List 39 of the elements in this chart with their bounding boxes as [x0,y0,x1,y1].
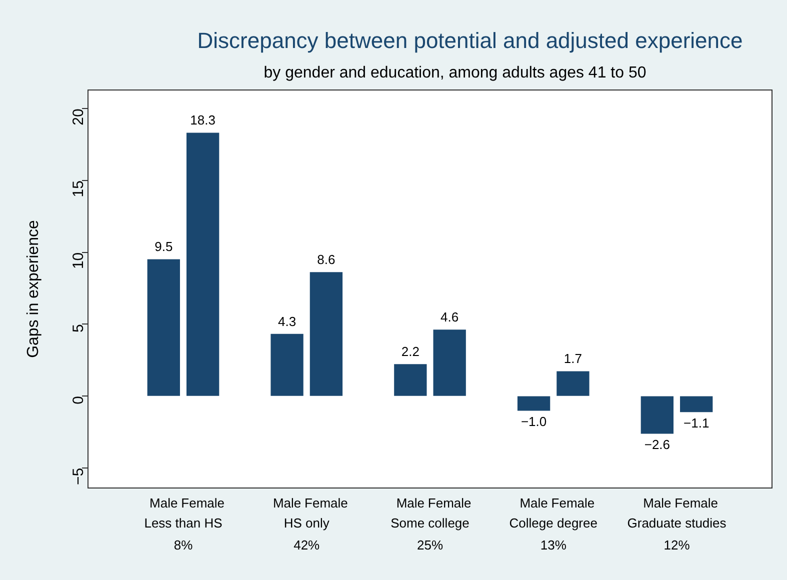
text: Graduate studies [627,516,727,531]
y-tick-label: 20 [70,108,88,126]
x-tick-label: Male [643,496,672,511]
x-tick-label: Female [181,496,224,511]
data-label: 18.3 [190,112,216,128]
x-tick-label: Male [520,496,548,511]
chart-subtitle: by gender and education, among adults ages 41 to 50 [264,64,646,82]
data-label: 9.5 [154,239,173,254]
y-tick-label: 0 [70,396,88,404]
text: 42% [294,538,320,553]
x-tick-label: Female [304,496,348,511]
data-label: 1.7 [564,351,582,366]
chart-title: Discrepancy between potential and adjusted experience [197,28,743,54]
text: Less than HS [144,516,223,531]
x-tick-label: Female [428,496,472,511]
text: 25% [416,538,444,553]
data-label: 4.6 [440,310,459,325]
text: 13% [540,538,567,553]
data-label: 2.2 [401,344,420,360]
data-label: 4.3 [278,314,296,329]
y-tick-label: 5 [70,324,88,333]
data-label: −1.0 [520,414,547,429]
x-tick-label: Male [272,496,302,511]
y-tick-label: −5 [70,468,88,485]
data-label: −2.6 [644,436,670,452]
text: HS only [284,516,330,531]
data-label: 8.6 [317,252,336,268]
text: College degree [509,516,598,531]
x-tick-label: Male [150,496,178,511]
x-tick-label: Female [674,496,718,511]
y-tick-label: 10 [70,252,88,270]
y-tick-label: 15 [70,180,88,198]
text: Some college [390,516,470,531]
text: 8% [174,538,194,553]
x-tick-label: Female [551,496,595,511]
y-axis-title: Gaps in experience [25,220,42,358]
x-tick-label: Male [396,496,425,511]
data-label: −1.1 [684,415,710,430]
text: 12% [664,538,690,553]
